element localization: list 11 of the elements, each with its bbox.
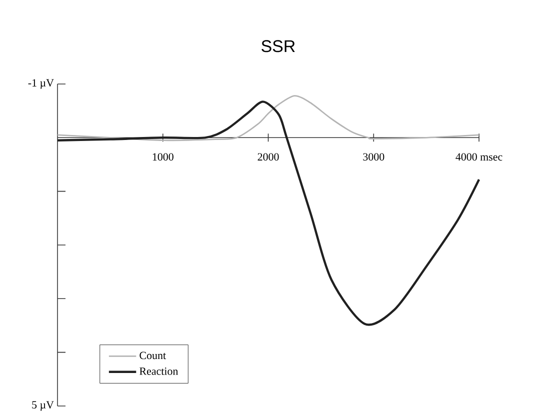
line-series: [56, 100, 480, 326]
x-tick-label: 1000: [152, 153, 174, 161]
chart-title: SSR: [262, 40, 295, 52]
y-tick-label: -1 µV: [28, 79, 54, 89]
x-tick-label: 4000 msec: [456, 153, 502, 161]
x-tick-label: 3000: [363, 153, 384, 161]
legend-label: Reaction: [140, 368, 178, 375]
x-tick-label: 2000: [258, 153, 279, 161]
y-tick-label: 5 µV: [32, 401, 54, 411]
line-series: [56, 95, 480, 142]
legend-label: Count: [140, 352, 166, 360]
